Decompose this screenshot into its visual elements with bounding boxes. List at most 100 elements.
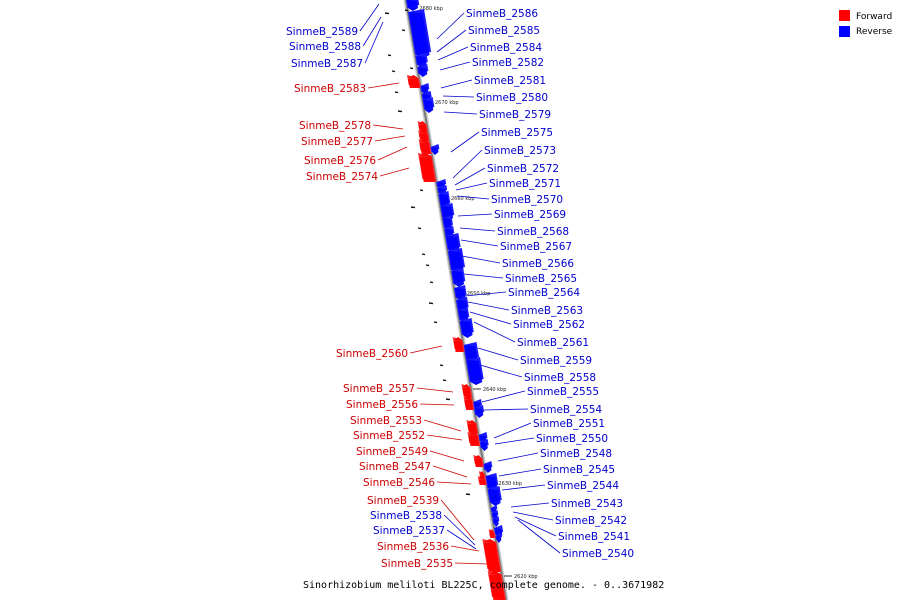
label-leader bbox=[452, 149, 483, 179]
gene-label: SinmeB_2583 bbox=[294, 83, 366, 95]
gene-label: SinmeB_2551 bbox=[533, 418, 605, 430]
label-leader bbox=[450, 131, 480, 153]
gene-label: SinmeB_2564 bbox=[508, 287, 580, 299]
label-leader bbox=[473, 321, 516, 343]
label-leader bbox=[362, 16, 382, 47]
label-leader bbox=[464, 291, 507, 297]
label-leader bbox=[493, 422, 532, 439]
gene-label: SinmeB_2568 bbox=[497, 226, 569, 238]
label-leader bbox=[364, 21, 384, 64]
label-leader bbox=[501, 484, 546, 491]
label-leader bbox=[375, 135, 406, 142]
label-leader bbox=[498, 468, 542, 477]
label-leader bbox=[436, 29, 467, 53]
legend-forward-label: Forward bbox=[856, 12, 892, 22]
gene-label: SinmeB_2578 bbox=[299, 120, 371, 132]
reverse-gene-27 bbox=[483, 461, 493, 473]
label-leader bbox=[517, 519, 561, 554]
minor-feature-mark bbox=[417, 227, 422, 230]
label-leader bbox=[446, 529, 477, 550]
forward-gene-3 bbox=[418, 139, 432, 154]
forward-gene-13 bbox=[488, 529, 496, 538]
label-leader bbox=[432, 465, 468, 478]
gene-label: SinmeB_2586 bbox=[466, 8, 538, 20]
gene-label: SinmeB_2536 bbox=[377, 541, 449, 553]
label-leader bbox=[454, 167, 486, 186]
label-leader bbox=[455, 562, 489, 565]
forward-gene-7 bbox=[463, 396, 475, 410]
label-leader bbox=[510, 502, 550, 508]
gene-label: SinmeB_2537 bbox=[373, 525, 445, 537]
reverse-gene-3 bbox=[417, 64, 429, 77]
scale-tick-label: 2640 kbp bbox=[483, 387, 507, 393]
label-leader bbox=[477, 347, 519, 361]
scale-tick-label: 2670 kbp bbox=[435, 100, 459, 106]
minor-feature-mark bbox=[387, 54, 392, 57]
gene-label: SinmeB_2535 bbox=[381, 558, 453, 570]
gene-features bbox=[406, 0, 506, 600]
label-leader bbox=[427, 434, 463, 441]
reverse-gene-7 bbox=[430, 144, 440, 155]
gene-label: SinmeB_2588 bbox=[289, 41, 361, 53]
gene-label: SinmeB_2567 bbox=[500, 241, 572, 253]
gene-label: SinmeB_2574 bbox=[306, 171, 378, 183]
gene-label: SinmeB_2587 bbox=[291, 58, 363, 70]
reverse-gene-0 bbox=[406, 0, 420, 11]
gene-label: SinmeB_2554 bbox=[530, 404, 602, 416]
label-leader bbox=[467, 301, 510, 311]
label-leader bbox=[481, 390, 526, 403]
gene-label: SinmeB_2557 bbox=[343, 383, 415, 395]
gene-label: SinmeB_2584 bbox=[470, 42, 542, 54]
gene-label: SinmeB_2549 bbox=[356, 446, 428, 458]
gene-label: SinmeB_2570 bbox=[491, 194, 563, 206]
scale-tick-label: 2680 kbp bbox=[419, 6, 443, 12]
gene-label: SinmeB_2579 bbox=[479, 109, 551, 121]
gene-label: SinmeB_2563 bbox=[511, 305, 583, 317]
gene-label: SinmeB_2580 bbox=[476, 92, 548, 104]
reverse-gene-6 bbox=[422, 97, 435, 113]
minor-feature-mark bbox=[384, 12, 390, 15]
scale-tick-label: 2660 kbp bbox=[451, 196, 475, 202]
label-leader bbox=[514, 516, 557, 537]
label-leader bbox=[437, 481, 472, 485]
forward-gene-6 bbox=[461, 384, 473, 398]
gene-label: SinmeB_2566 bbox=[502, 258, 574, 270]
label-leader bbox=[436, 12, 465, 40]
reverse-gene-34 bbox=[495, 533, 502, 543]
gene-label: SinmeB_2559 bbox=[520, 355, 592, 367]
reverse-gene-28 bbox=[485, 473, 499, 491]
label-leader bbox=[440, 79, 473, 89]
gene-label: SinmeB_2546 bbox=[363, 477, 435, 489]
minor-features bbox=[384, 9, 471, 496]
reverse-gene-17 bbox=[454, 285, 467, 301]
label-leader bbox=[373, 124, 404, 130]
forward-gene-14 bbox=[482, 539, 502, 572]
forward-gene-4 bbox=[418, 153, 437, 182]
forward-gene-5 bbox=[452, 337, 465, 352]
forward-gene-0 bbox=[407, 75, 421, 88]
legend-forward-swatch bbox=[839, 10, 850, 21]
reverse-gene-29 bbox=[487, 486, 502, 506]
label-leader bbox=[497, 452, 539, 462]
scale-tick: 2640 kbp bbox=[472, 387, 507, 393]
label-leader bbox=[469, 311, 512, 325]
gene-label: SinmeB_2548 bbox=[540, 448, 612, 460]
label-leader-lines bbox=[359, 3, 561, 565]
minor-feature-mark bbox=[409, 67, 414, 70]
gene-label: SinmeB_2589 bbox=[286, 26, 358, 38]
reverse-gene-32 bbox=[492, 516, 500, 527]
reverse-gene-20 bbox=[459, 318, 474, 338]
label-leader bbox=[440, 499, 475, 541]
gene-label: SinmeB_2541 bbox=[558, 531, 630, 543]
label-leader bbox=[443, 514, 476, 546]
minor-feature-mark bbox=[410, 206, 416, 209]
gene-label: SinmeB_2581 bbox=[474, 75, 546, 87]
gene-label: SinmeB_2560 bbox=[336, 348, 408, 360]
forward-gene-1 bbox=[417, 121, 428, 132]
label-leader bbox=[451, 545, 480, 552]
label-leader bbox=[494, 437, 535, 445]
gene-label: SinmeB_2544 bbox=[547, 480, 619, 492]
label-leader bbox=[437, 46, 469, 61]
